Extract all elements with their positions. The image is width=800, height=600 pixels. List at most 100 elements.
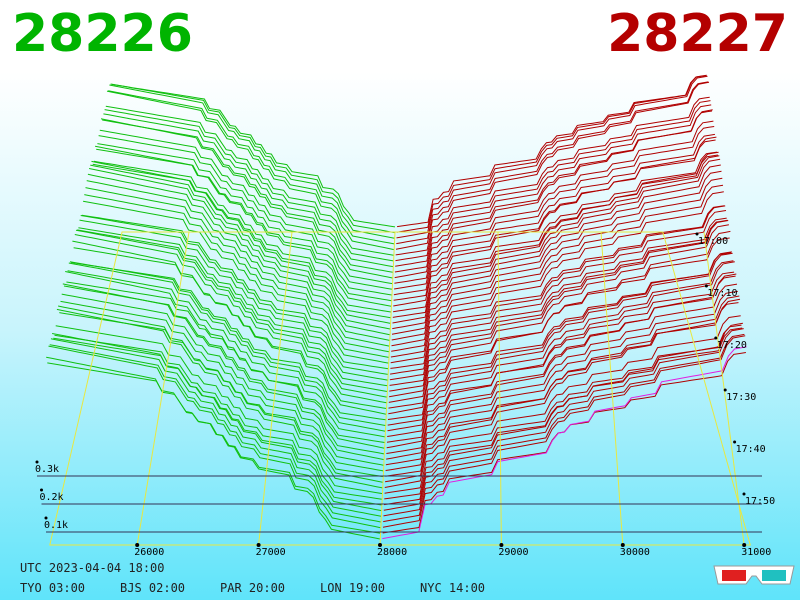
ask-depth-curve — [396, 75, 708, 239]
bid-depth-curve — [74, 234, 387, 404]
bid-depth-curve — [104, 109, 394, 262]
time-tick-label: 17:10 — [707, 288, 737, 299]
ask-depth-curve — [391, 158, 721, 335]
ask-depth-curve — [389, 217, 727, 386]
price-tick — [135, 543, 140, 547]
price-grid-line — [703, 231, 745, 546]
bid-depth-curve — [48, 345, 381, 529]
depth-tick-label: 0.2k — [40, 492, 64, 503]
price-grid-line — [136, 231, 190, 546]
ask-depth-curve — [384, 315, 741, 494]
bid-depth-curve — [105, 105, 394, 256]
ask-depth-curve — [394, 109, 713, 279]
ask-depth-curve — [386, 261, 735, 449]
bid-depth-curve — [97, 143, 392, 296]
ask-depth-curve — [384, 324, 742, 500]
ask-depth-curve — [396, 81, 709, 245]
ask-depth-curve — [394, 126, 715, 290]
timezone: LON 19:00 — [320, 581, 385, 595]
time-tick — [723, 388, 727, 392]
price-tick — [620, 543, 625, 547]
ask-depth-curve — [391, 177, 723, 352]
bid-depth-curve — [110, 83, 395, 234]
ask-depth-curve — [393, 139, 716, 301]
bid-depth-curve — [87, 173, 390, 341]
ask-depth-curve — [387, 251, 732, 426]
ask-depth-curve — [393, 151, 718, 313]
bid-depth-curve — [47, 362, 381, 534]
bid-depth-curve — [66, 281, 385, 443]
ask-depth-curve — [385, 295, 740, 483]
bid-depth-curve — [89, 168, 390, 336]
timezone: TYO 03:00 — [20, 581, 85, 595]
price-grid-line — [497, 231, 502, 546]
ask-depth-curve — [390, 205, 725, 369]
ask-depth-curve — [388, 224, 729, 403]
price-tick-label: 26000 — [134, 547, 164, 558]
bid-depth-curve — [78, 227, 388, 387]
bid-depth-curve — [108, 90, 395, 245]
bid-depth-curve — [109, 84, 395, 239]
ask-depth-curve — [392, 154, 718, 318]
bid-depth-curve — [68, 262, 386, 432]
ask-depth-curve — [388, 230, 731, 415]
ask-depth-curve — [390, 184, 724, 358]
ask-depth-curve — [384, 298, 741, 488]
bid-depth-curve — [72, 240, 387, 415]
ask-depth-curve — [386, 271, 735, 443]
price-tick-label: 30000 — [620, 547, 650, 558]
floor-outline — [49, 231, 751, 546]
bid-depth-curve — [52, 333, 382, 512]
bid-depth-curve — [71, 262, 386, 421]
bid-depth-curve — [50, 338, 382, 517]
ask-depth-curve — [393, 136, 717, 307]
bid-depth-curve — [98, 135, 393, 290]
time-tick — [695, 232, 699, 236]
bid-depth-curve — [91, 160, 391, 324]
ask-depth-curve — [382, 335, 746, 528]
price-tick-label: 28000 — [377, 547, 407, 558]
bid-depth-curve — [95, 145, 392, 307]
price-tick — [499, 543, 504, 547]
bid-depth-curve — [84, 194, 389, 358]
bid-depth-curve — [54, 334, 382, 500]
bid-depth-curve — [83, 200, 389, 364]
price-grid-line — [600, 231, 624, 546]
ask-depth-curve — [394, 120, 714, 284]
ask-depth-curve — [390, 191, 724, 364]
depth-tick-label: 0.3k — [35, 464, 59, 475]
ask-depth-curve — [385, 290, 738, 471]
price-tick — [742, 543, 747, 547]
bid-depth-curve — [80, 215, 388, 375]
ask-depth-curve — [396, 74, 707, 233]
ask-depth-curve — [392, 155, 720, 330]
bid-depth-curve — [58, 305, 383, 483]
price-tick-label: 31000 — [741, 547, 771, 558]
bid-depth-curve — [77, 229, 388, 392]
bid-depth-curve — [62, 283, 384, 461]
ask-depth-curve — [385, 283, 738, 466]
bid-depth-curve — [99, 129, 393, 285]
ask-depth-curve — [389, 220, 729, 398]
bid-depth-curve — [81, 214, 389, 370]
depth-tick-label: 0.1k — [44, 520, 68, 531]
ask-depth-curve — [397, 75, 707, 228]
bid-depth-curve — [53, 337, 382, 506]
bid-depth-curve — [75, 229, 387, 398]
time-tick-label: 17:40 — [736, 444, 766, 455]
ask-depth-curve — [383, 333, 745, 523]
timezone: BJS 02:00 — [120, 581, 185, 595]
bid-depth-curve — [111, 83, 396, 228]
bid-depth-curve — [79, 219, 388, 381]
bid-price: 28226 — [12, 4, 193, 64]
time-tick — [704, 284, 708, 288]
ask-depth-curve — [383, 322, 743, 511]
glasses-icon — [713, 565, 795, 585]
time-tick-label: 17:50 — [745, 496, 775, 507]
bid-depth-curve — [67, 270, 385, 438]
depth-tick — [35, 460, 39, 464]
bid-depth-curve — [49, 344, 381, 523]
bid-depth-curve — [85, 187, 390, 353]
ask-depth-curve — [395, 81, 710, 250]
